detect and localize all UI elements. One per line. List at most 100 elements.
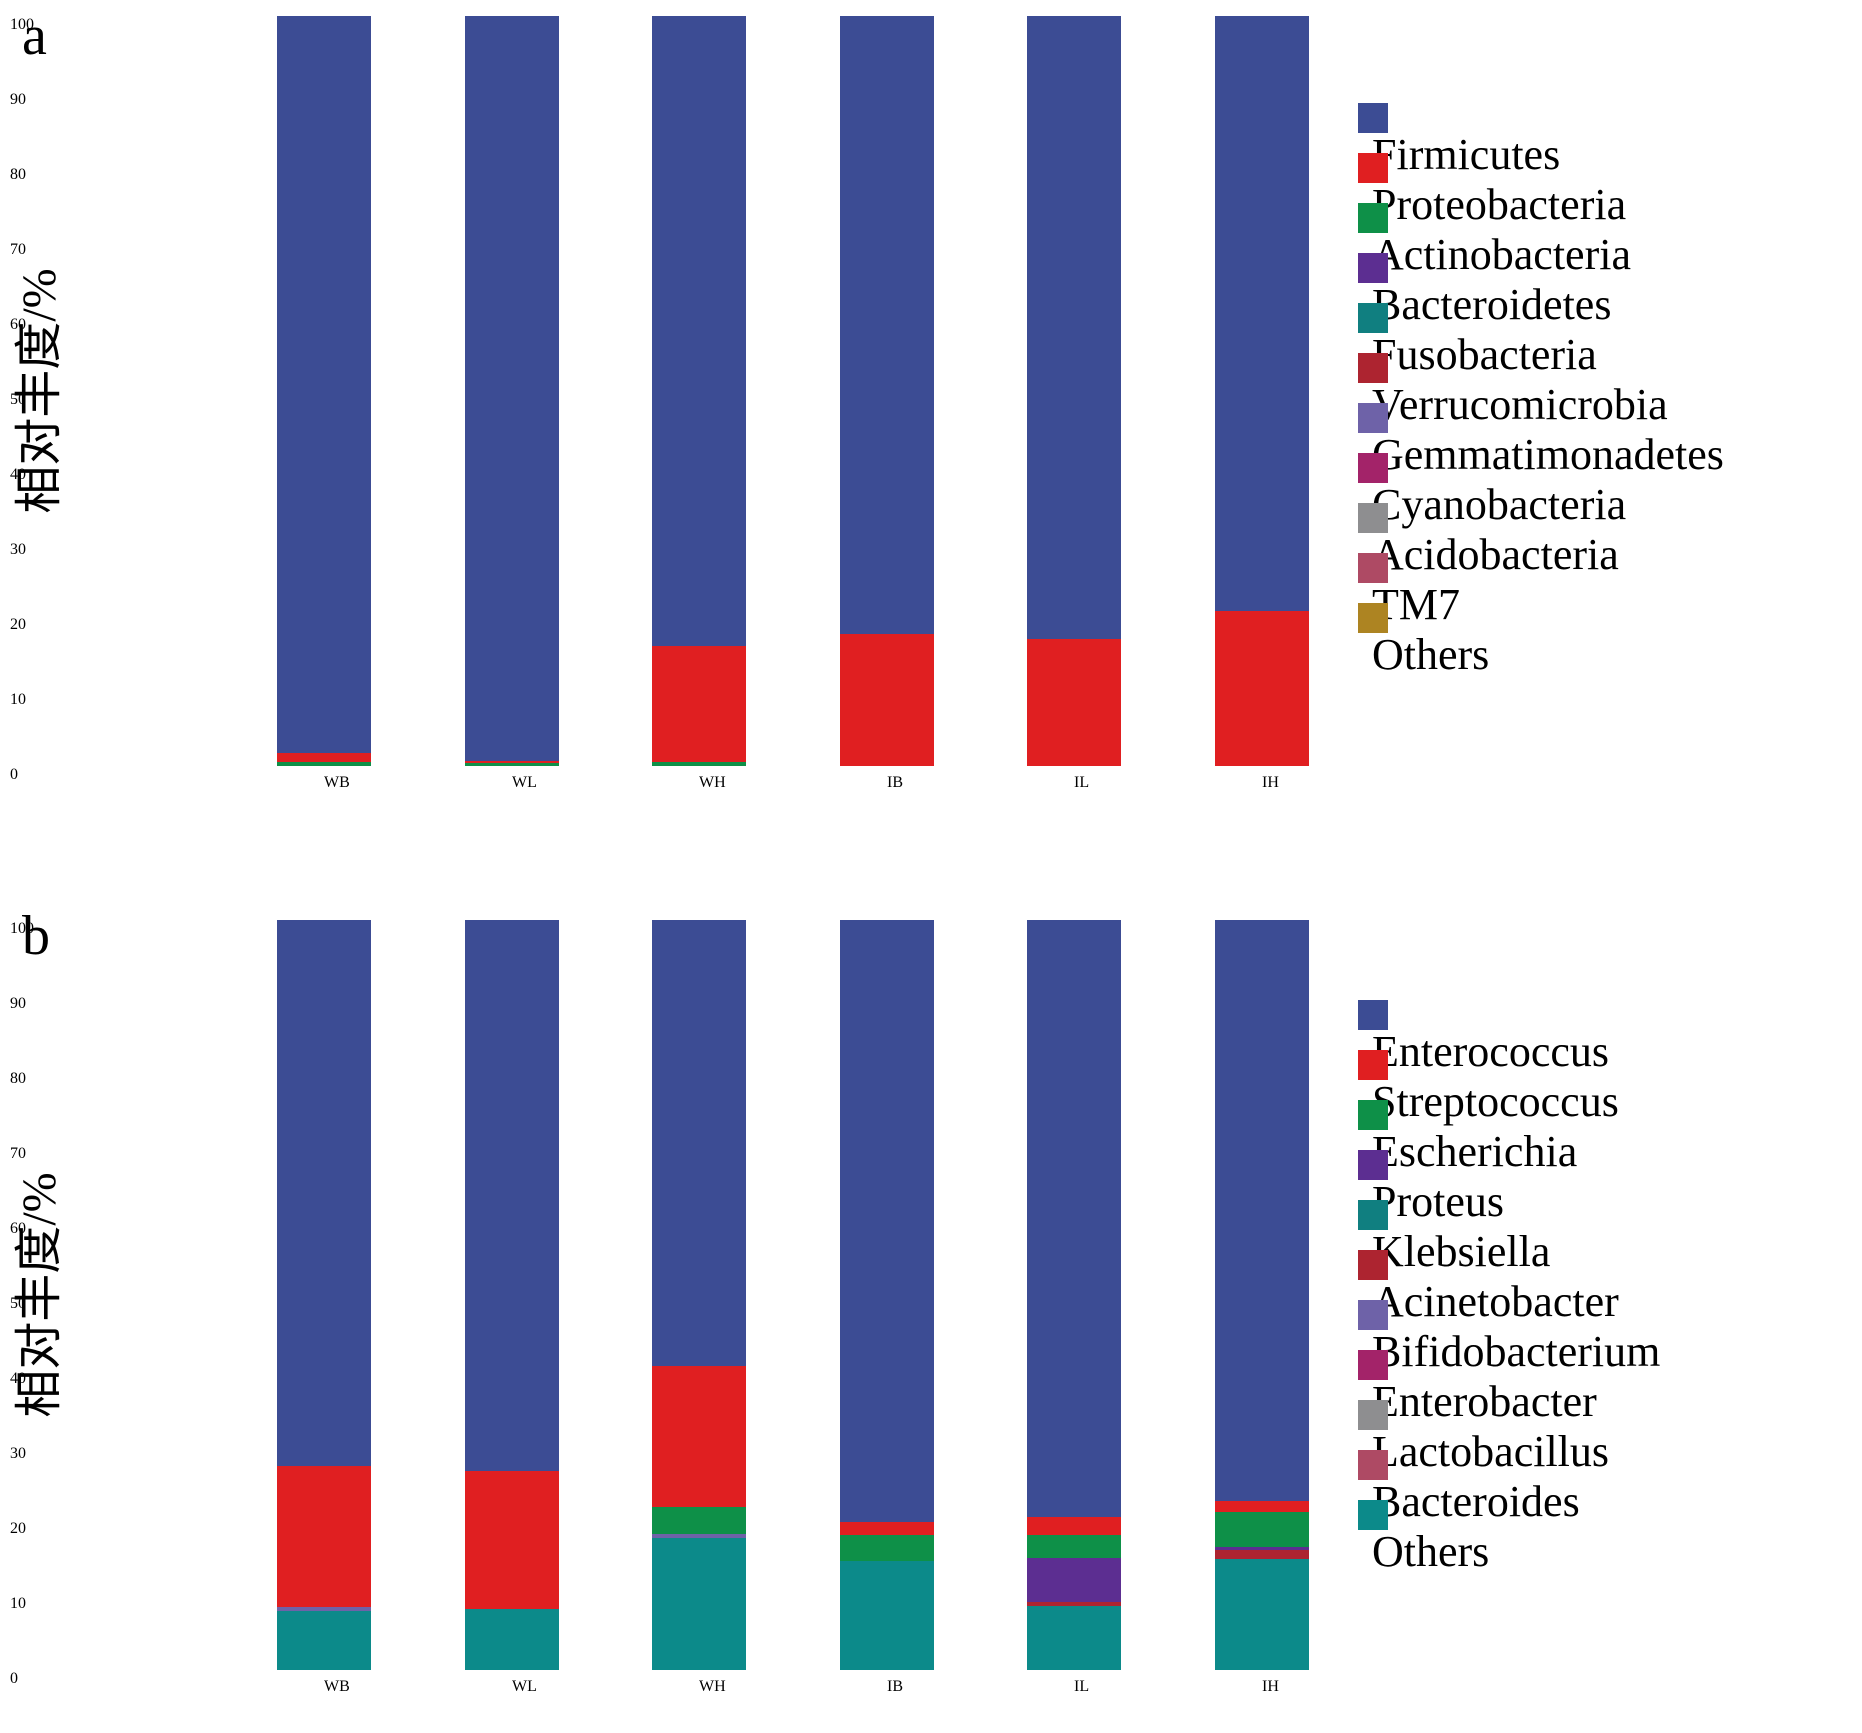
false (1358, 1250, 1388, 1280)
false (1215, 920, 1309, 1670)
false (277, 1466, 371, 1607)
false (840, 1560, 934, 1670)
false: 100 (10, 16, 34, 33)
false: 70 (10, 1145, 26, 1162)
false: Enterobacter (1358, 1350, 1597, 1424)
false (1358, 1000, 1388, 1030)
false: Acidobacteria (1372, 530, 1619, 579)
false (1358, 1400, 1388, 1430)
false: Bifidobacterium (1372, 1327, 1661, 1376)
false (652, 646, 746, 762)
false: Bacteroidetes (1358, 253, 1611, 327)
false: 30 (10, 541, 26, 558)
false (465, 920, 559, 1472)
false: Enterococcus (1358, 1000, 1609, 1074)
false (1358, 103, 1388, 133)
false: Bacteroides (1372, 1477, 1580, 1526)
false (465, 1471, 559, 1609)
false: IL (1074, 774, 1090, 791)
false (1358, 1450, 1388, 1480)
false: 90 (10, 91, 26, 108)
false: Streptococcus (1358, 1050, 1619, 1124)
false (652, 16, 746, 766)
panel-a-letter: a (22, 5, 47, 67)
false (1358, 1050, 1388, 1080)
false (1027, 16, 1121, 640)
false: 60 (10, 316, 26, 333)
false: Verrucomicrobia (1372, 380, 1668, 429)
false (1215, 920, 1309, 1502)
false (277, 920, 371, 1466)
false (277, 1610, 371, 1670)
false (652, 16, 746, 646)
false (465, 1608, 559, 1670)
false: IB (887, 774, 903, 791)
false: 20 (10, 1520, 26, 1537)
false: Proteus (1372, 1177, 1504, 1226)
false: WL (512, 1678, 537, 1695)
false: Proteus (1358, 1150, 1504, 1224)
false (1215, 1547, 1309, 1550)
false: 0 (10, 1670, 18, 1687)
false: Enterococcus (1372, 1027, 1609, 1076)
false: WH (699, 1678, 726, 1695)
false: Gemmatimonadetes (1358, 403, 1724, 477)
false (1358, 1350, 1388, 1380)
false (1215, 1559, 1309, 1670)
false: WB (324, 774, 350, 791)
false: Escherichia (1358, 1100, 1577, 1174)
false: Klebsiella (1358, 1200, 1550, 1274)
false (1358, 603, 1388, 633)
false (652, 920, 746, 1670)
false: 40 (10, 466, 26, 483)
false: 20 (10, 616, 26, 633)
false: Proteobacteria (1372, 180, 1627, 229)
false (465, 16, 559, 766)
false (277, 16, 371, 754)
false: WB (324, 1678, 350, 1695)
false (840, 634, 934, 766)
false (840, 1535, 934, 1561)
false (1358, 203, 1388, 233)
false: WH (699, 774, 726, 791)
false (277, 920, 371, 1670)
false (1358, 453, 1388, 483)
false: Bacteroidetes (1372, 280, 1612, 329)
false: Acinetobacter (1372, 1277, 1619, 1326)
false: IB (887, 1678, 903, 1695)
false (1027, 1605, 1121, 1670)
false: 10 (10, 1595, 26, 1612)
false: Gemmatimonadetes (1372, 430, 1724, 479)
false (1358, 1100, 1388, 1130)
false: IL (1074, 1678, 1090, 1695)
false (1215, 1501, 1309, 1512)
false (652, 1538, 746, 1670)
false (1027, 16, 1121, 766)
false (840, 920, 934, 1670)
false (1358, 1500, 1388, 1530)
false: 80 (10, 166, 26, 183)
false (1027, 1517, 1121, 1535)
false: 60 (10, 1220, 26, 1237)
false (1358, 303, 1388, 333)
false (1027, 920, 1121, 1670)
false (1358, 153, 1388, 183)
false: Acidobacteria (1358, 503, 1619, 577)
false (1358, 553, 1388, 583)
false (840, 920, 934, 1523)
false: Fusobacteria (1358, 303, 1597, 377)
false: Firmicutes (1358, 103, 1560, 177)
false (277, 753, 371, 763)
false: Enterobacter (1372, 1377, 1597, 1426)
false (1215, 1511, 1309, 1547)
false: Cyanobacteria (1372, 480, 1627, 529)
panel-b-letter: b (22, 905, 50, 967)
false: Lactobacillus (1358, 1400, 1609, 1474)
false (277, 762, 371, 766)
false: 0 (10, 766, 18, 783)
false: 10 (10, 691, 26, 708)
false: Actinobacteria (1372, 230, 1631, 279)
false: IH (1262, 1678, 1279, 1695)
false: Firmicutes (1372, 130, 1561, 179)
